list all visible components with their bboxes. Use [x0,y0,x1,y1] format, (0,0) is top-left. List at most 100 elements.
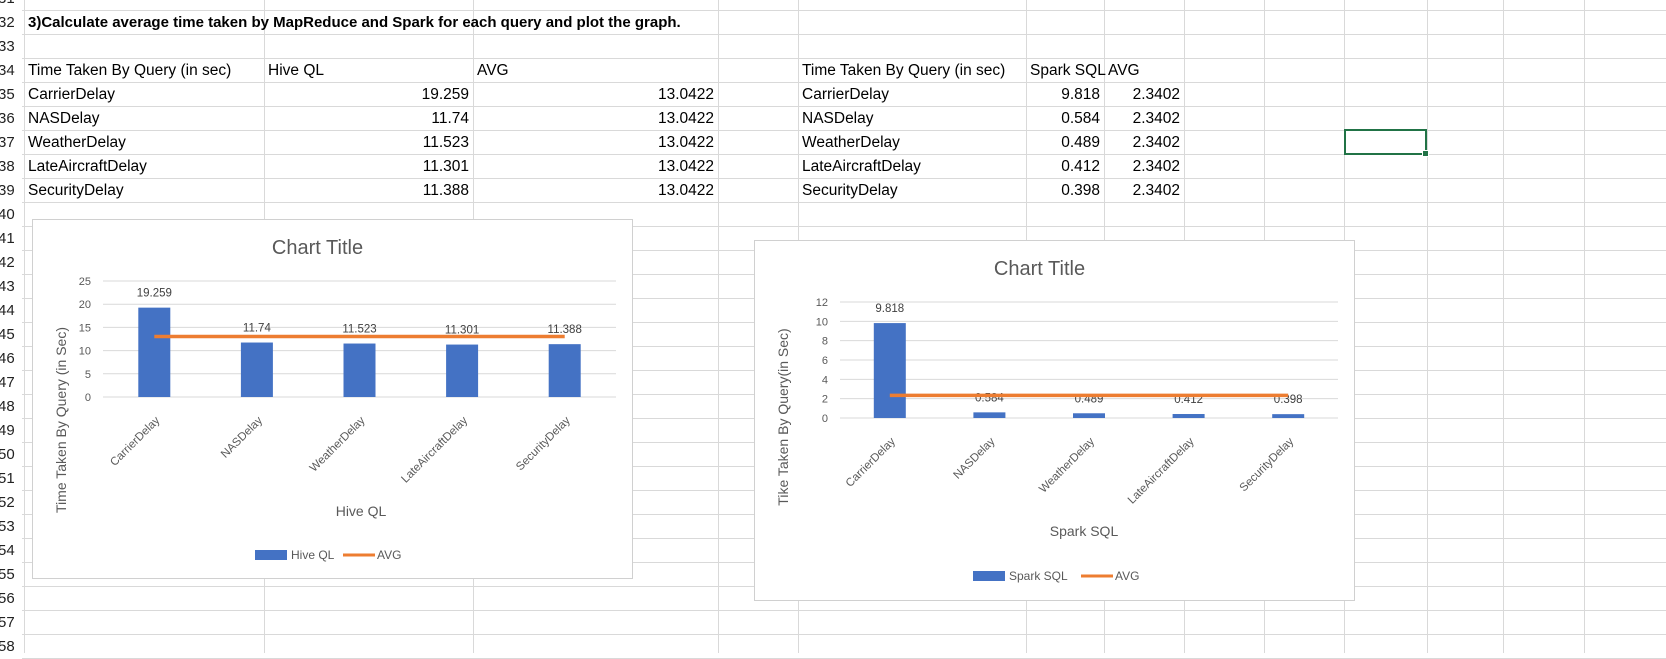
y-tick-label[interactable]: 15 [79,322,91,334]
row-number[interactable]: 58 [0,635,22,659]
data-label[interactable]: 19.259 [137,288,172,300]
cell-c38[interactable]: 13.0422 [657,158,714,175]
cell-g38[interactable]: 2.3402 [1132,158,1180,175]
cell-c36[interactable]: 13.0422 [657,110,714,127]
category-label[interactable]: LateAircraftDelay [1126,435,1197,506]
cell-a32[interactable]: 3)Calculate average time taken by MapRed… [28,14,681,31]
cell-g36[interactable]: 2.3402 [1132,110,1180,127]
row-number[interactable]: 41 [0,227,22,251]
data-label[interactable]: 11.301 [445,325,479,337]
data-bar[interactable] [973,412,1006,418]
chart-title[interactable]: Chart Title [272,237,363,259]
data-bar[interactable] [1272,414,1305,418]
data-bar[interactable] [1073,413,1105,418]
y-tick-label[interactable]: 4 [822,374,828,386]
cell-a37[interactable]: WeatherDelay [28,134,126,151]
cell-a34[interactable]: Time Taken By Query (in sec) [28,62,232,79]
y-tick-label[interactable]: 0 [85,392,91,404]
cell-e38[interactable]: LateAircraftDelay [802,158,921,175]
cell-b38[interactable]: 11.301 [422,158,469,175]
cell-f37[interactable]: 0.489 [1061,134,1100,151]
y-tick-label[interactable]: 8 [822,336,828,348]
selected-cell[interactable] [1344,129,1429,157]
category-label[interactable]: CarrierDelay [844,435,898,489]
cell-a39[interactable]: SecurityDelay [28,182,124,199]
cell-e34[interactable]: Time Taken By Query (in sec) [802,62,1006,79]
cell-b36[interactable]: 11.74 [431,110,469,127]
row-number[interactable]: 52 [0,491,22,515]
cell-b35[interactable]: 19.259 [421,86,469,103]
category-label[interactable]: LateAircraftDelay [399,414,470,485]
fill-handle[interactable] [1422,150,1429,157]
category-label[interactable]: WeatherDelay [1037,435,1097,495]
category-label[interactable]: SecurityDelay [514,414,573,473]
row-number[interactable]: 43 [0,275,22,299]
data-label[interactable]: 11.388 [548,324,582,336]
cell-f39[interactable]: 0.398 [1061,182,1100,199]
category-label[interactable]: NASDelay [219,414,265,460]
chart-title[interactable]: Chart Title [994,258,1085,280]
data-bar[interactable] [873,323,906,418]
legend-swatch-bar[interactable] [973,571,1005,581]
cell-f35[interactable]: 9.818 [1061,86,1100,103]
cell-a35[interactable]: CarrierDelay [28,86,115,103]
cell-g35[interactable]: 2.3402 [1132,86,1180,103]
y-tick-label[interactable]: 20 [79,299,91,311]
row-number[interactable]: 50 [0,443,22,467]
cell-c39[interactable]: 13.0422 [657,182,714,199]
cell-f38[interactable]: 0.412 [1061,158,1100,175]
row-number[interactable]: 57 [0,611,22,635]
y-tick-label[interactable]: 0 [822,413,828,425]
category-label[interactable]: CarrierDelay [108,414,162,468]
data-bar[interactable] [446,344,479,397]
y-tick-label[interactable]: 12 [816,297,828,309]
cell-g34[interactable]: AVG [1108,62,1140,79]
row-number[interactable]: 33 [0,35,22,59]
y-axis-label[interactable]: Time Taken By Query (in Sec) [53,327,69,513]
spark-sql-chart[interactable]: Chart Title 0 2 4 6 8 10 12 9.818 CarrierDelay 0.5… [754,240,1355,601]
row-number[interactable]: 55 [0,563,22,587]
row-number[interactable]: 47 [0,371,22,395]
row-number[interactable]: 49 [0,419,22,443]
hive-ql-chart[interactable]: Chart Title 0 5 10 15 20 25 19.259 CarrierDelay 1… [32,219,633,579]
x-axis-label[interactable]: Hive QL [336,503,387,519]
row-number[interactable]: 51 [0,467,22,491]
row-number[interactable]: 45 [0,323,22,347]
cell-g39[interactable]: 2.3402 [1132,182,1180,199]
legend-label[interactable]: AVG [377,548,401,562]
row-number[interactable]: 37 [0,131,22,155]
row-number[interactable]: 39 [0,179,22,203]
cell-c35[interactable]: 13.0422 [657,86,714,103]
data-label[interactable]: 0.398 [1274,394,1303,406]
row-number[interactable]: 36 [0,107,22,131]
row-number[interactable]: 35 [0,83,22,107]
x-axis-label[interactable]: Spark SQL [1050,523,1119,539]
row-number[interactable]: 53 [0,515,22,539]
data-bar[interactable] [138,307,171,397]
y-tick-label[interactable]: 6 [822,355,828,367]
row-number[interactable]: 32 [0,11,22,35]
row-number[interactable]: 42 [0,251,22,275]
row-number[interactable]: 31 [0,0,22,11]
row-number[interactable]: 54 [0,539,22,563]
y-tick-label[interactable]: 10 [816,316,828,328]
cell-g37[interactable]: 2.3402 [1132,134,1180,151]
row-number[interactable]: 48 [0,395,22,419]
cell-a38[interactable]: LateAircraftDelay [28,158,147,175]
y-tick-label[interactable]: 2 [822,394,828,406]
y-tick-label[interactable]: 5 [85,369,91,381]
row-number[interactable]: 34 [0,59,22,83]
data-label[interactable]: 11.523 [342,324,376,336]
legend-label[interactable]: Hive QL [291,548,335,562]
cell-b37[interactable]: 11.523 [422,134,469,151]
legend-swatch-bar[interactable] [255,550,287,560]
y-axis-label[interactable]: Tike Taken By Query(in Sec) [775,328,791,505]
cell-f36[interactable]: 0.584 [1061,110,1100,127]
data-label[interactable]: 11.74 [243,323,272,335]
row-number[interactable]: 44 [0,299,22,323]
cell-c34[interactable]: AVG [477,62,509,79]
data-label[interactable]: 9.818 [875,303,904,315]
data-bar[interactable] [240,342,273,397]
cell-e39[interactable]: SecurityDelay [802,182,898,199]
data-bar[interactable] [1172,414,1205,418]
